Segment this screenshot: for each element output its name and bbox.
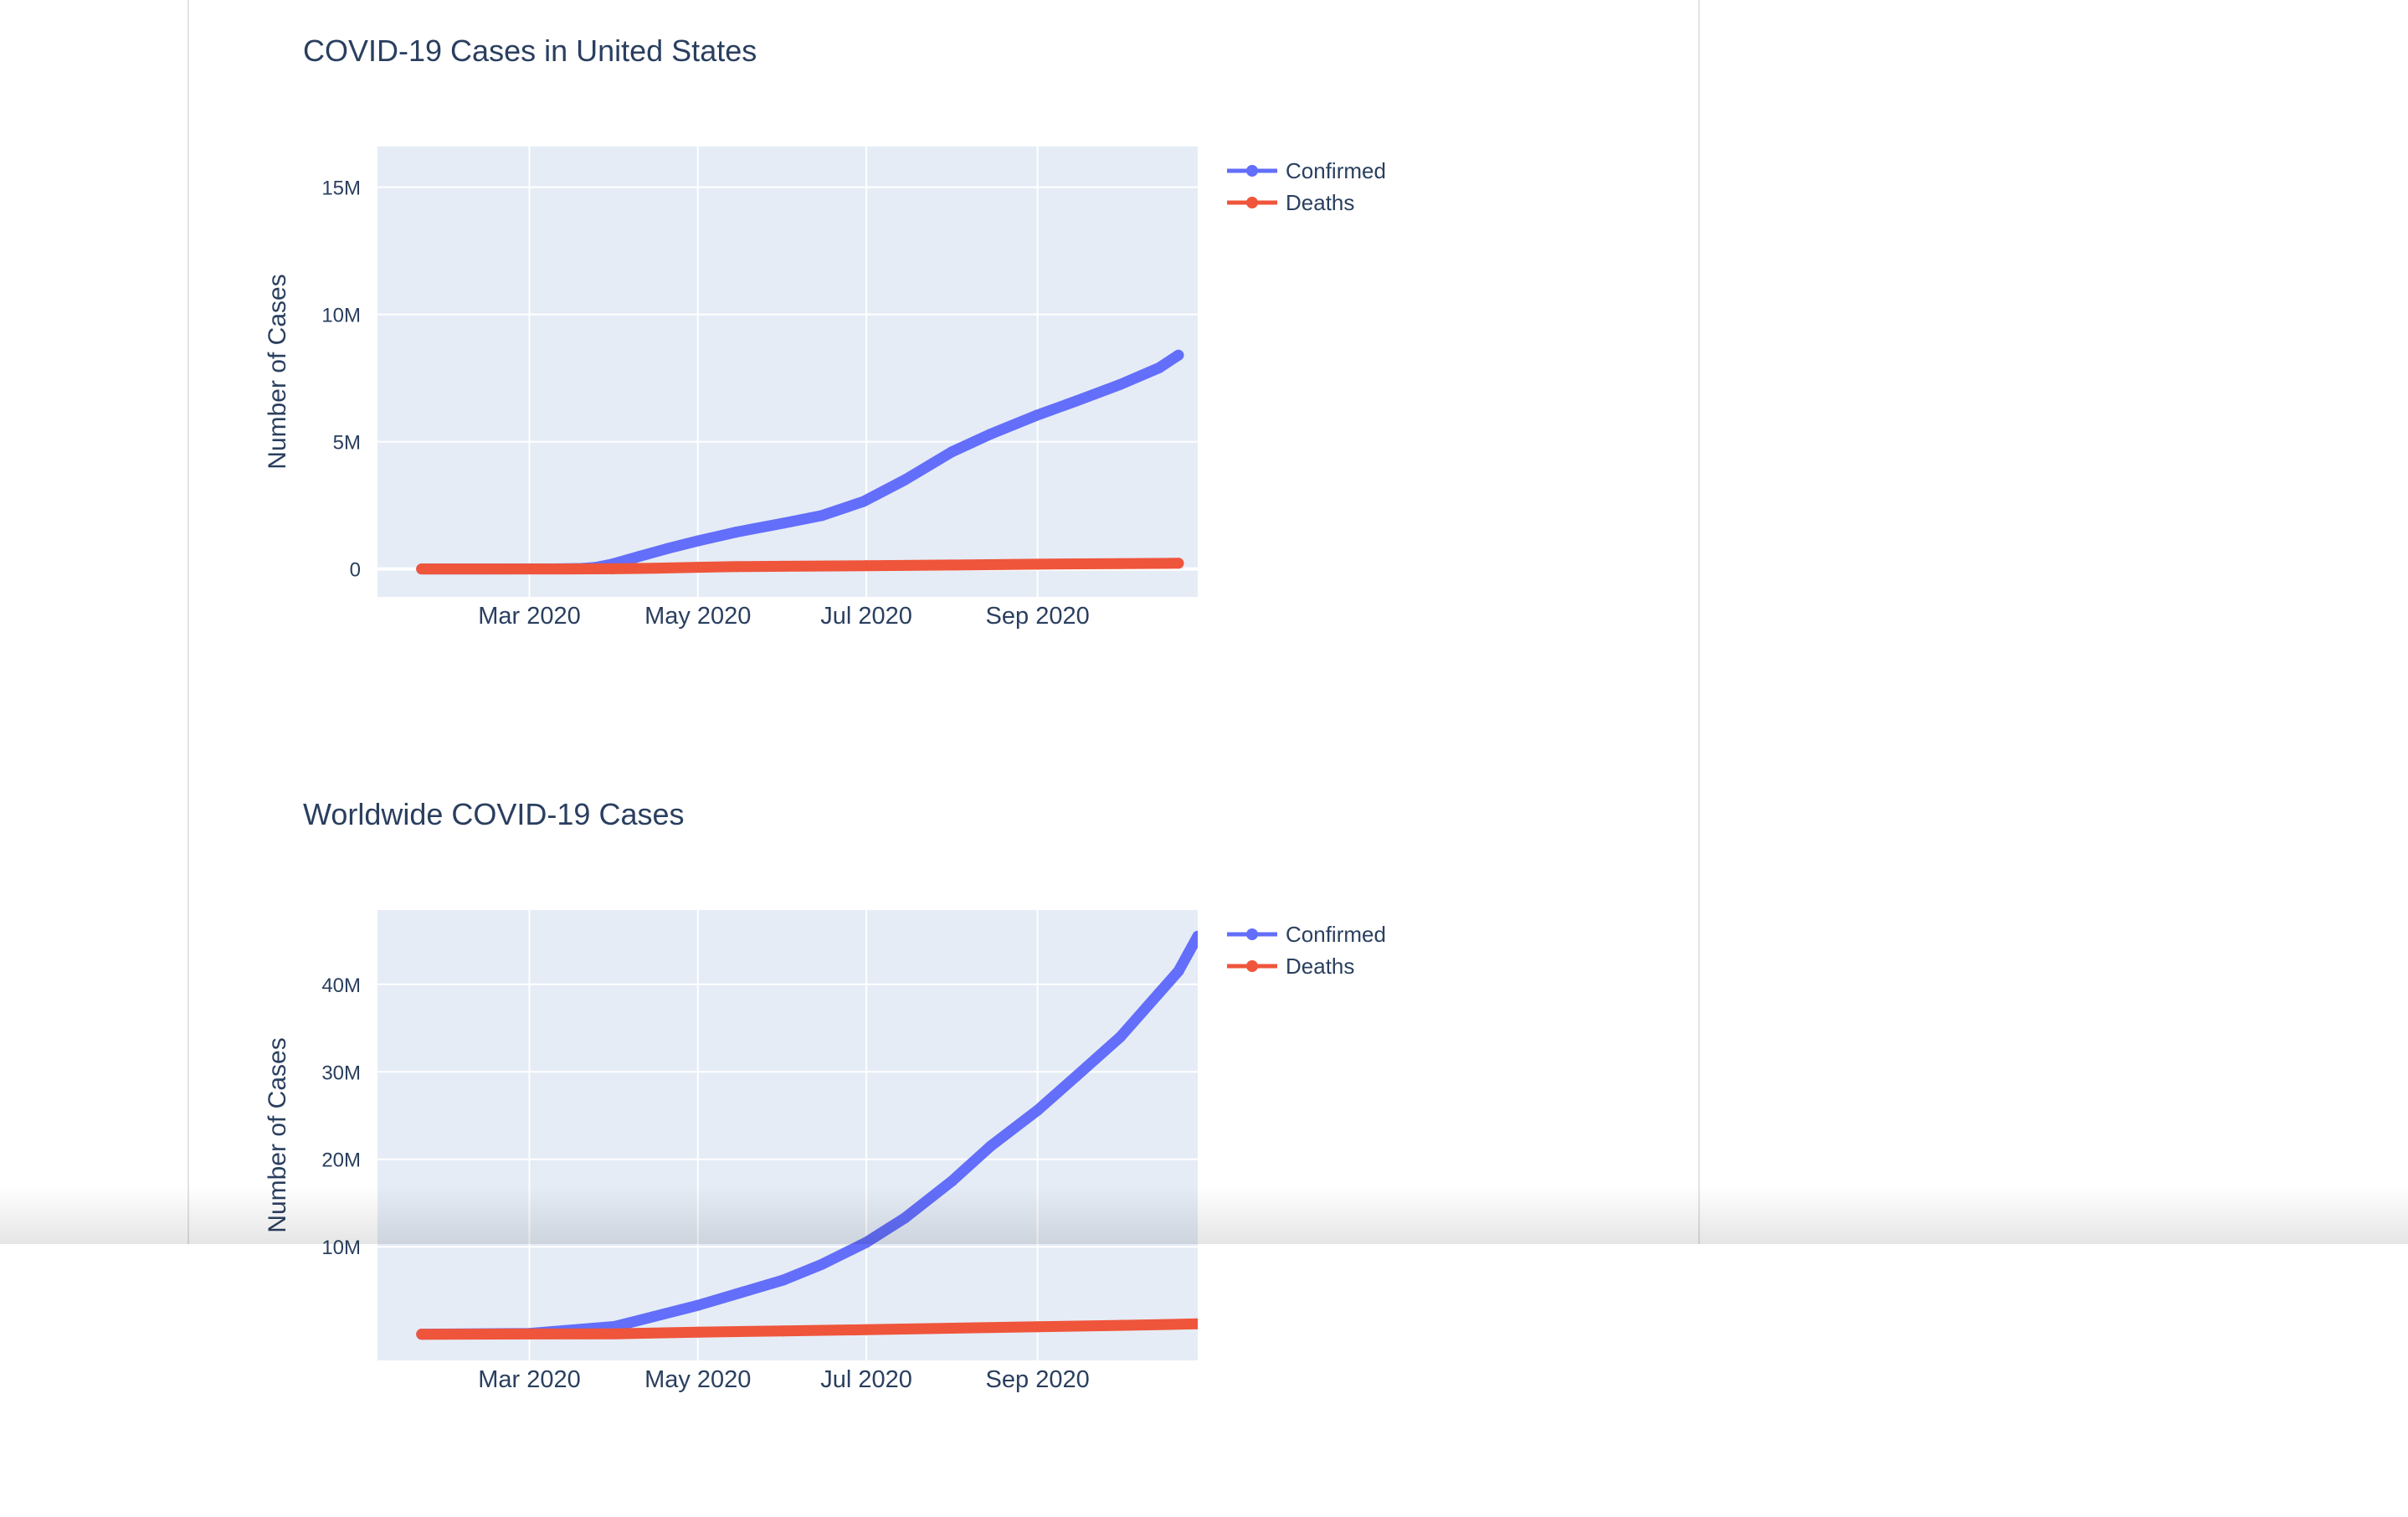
us-cases-chart: COVID-19 Cases in United States Mar 2020… — [189, 0, 1612, 753]
data-point[interactable] — [1071, 1070, 1082, 1082]
x-tick-label: Sep 2020 — [986, 603, 1090, 630]
y-tick-label: 20M — [321, 1149, 361, 1172]
data-point[interactable] — [416, 1329, 428, 1340]
x-tick-label: Mar 2020 — [478, 1366, 581, 1393]
series-line-deaths[interactable] — [416, 558, 1184, 575]
y-tick-label: 15M — [321, 177, 361, 200]
data-point[interactable] — [946, 559, 958, 571]
legend-label: Deaths — [1286, 190, 1354, 215]
data-point[interactable] — [1032, 1104, 1044, 1116]
y-axis-title: Number of Cases — [264, 274, 291, 469]
legend-marker — [1246, 165, 1258, 177]
data-point[interactable] — [609, 1328, 621, 1340]
series-group — [416, 349, 1184, 575]
x-tick-label: Mar 2020 — [478, 603, 581, 630]
x-tick-label: May 2020 — [644, 603, 751, 630]
legend-item-confirmed[interactable]: Confirmed — [1227, 922, 1386, 947]
data-point[interactable] — [1192, 930, 1204, 942]
data-point[interactable] — [562, 563, 574, 575]
x-tick-label: Jul 2020 — [820, 603, 912, 630]
data-point[interactable] — [985, 1140, 997, 1152]
data-point[interactable] — [1173, 558, 1184, 569]
data-point[interactable] — [946, 446, 958, 458]
data-point[interactable] — [634, 550, 645, 562]
data-point[interactable] — [661, 543, 673, 554]
data-point[interactable] — [1032, 409, 1044, 421]
data-point[interactable] — [860, 560, 872, 572]
chart-title: Worldwide COVID-19 Cases — [303, 797, 685, 831]
y-tick-label: 10M — [321, 1237, 361, 1259]
data-point[interactable] — [858, 496, 870, 507]
legend-label: Confirmed — [1286, 922, 1386, 947]
data-point[interactable] — [1192, 1318, 1204, 1329]
data-point[interactable] — [946, 1175, 958, 1187]
y-axis-title: Number of Cases — [264, 1037, 291, 1232]
legend-label: Deaths — [1286, 954, 1354, 979]
data-point[interactable] — [1071, 395, 1082, 407]
data-point[interactable] — [946, 1323, 958, 1334]
legend-item-deaths[interactable]: Deaths — [1227, 190, 1354, 215]
data-point[interactable] — [1032, 1321, 1044, 1333]
data-point[interactable] — [1032, 558, 1044, 570]
data-point[interactable] — [1173, 349, 1184, 361]
x-tick-label: Sep 2020 — [986, 1366, 1090, 1393]
data-point[interactable] — [731, 561, 742, 573]
data-point[interactable] — [1153, 987, 1165, 999]
data-point[interactable] — [692, 562, 704, 573]
data-point[interactable] — [985, 428, 997, 440]
chart-title: COVID-19 Cases in United States — [303, 33, 757, 68]
data-point[interactable] — [1115, 378, 1127, 390]
data-point[interactable] — [731, 526, 742, 537]
data-point[interactable] — [778, 517, 789, 529]
legend-marker — [1246, 960, 1258, 972]
legend-item-confirmed[interactable]: Confirmed — [1227, 158, 1386, 183]
data-point[interactable] — [778, 1325, 789, 1337]
data-point[interactable] — [648, 563, 660, 574]
data-point[interactable] — [1115, 1031, 1127, 1042]
data-point[interactable] — [1153, 362, 1165, 373]
data-point[interactable] — [860, 1237, 872, 1248]
data-point[interactable] — [606, 563, 618, 574]
x-tick-label: Jul 2020 — [820, 1366, 912, 1393]
plot-area[interactable] — [377, 147, 1198, 597]
data-point[interactable] — [778, 1274, 789, 1286]
notebook-output-panel: COVID-19 Cases in United States Mar 2020… — [187, 0, 1700, 1393]
y-tick-label: 5M — [333, 432, 361, 455]
data-point[interactable] — [1115, 1319, 1127, 1331]
legend-label: Confirmed — [1286, 158, 1386, 183]
data-point[interactable] — [692, 535, 704, 547]
legend-marker — [1246, 928, 1258, 940]
y-tick-label: 10M — [321, 305, 361, 327]
legend-item-deaths[interactable]: Deaths — [1227, 954, 1354, 979]
worldwide-cases-plot[interactable]: Mar 2020 May 2020 Jul 2020 Sep 2020 10M 20M 30… — [189, 764, 1612, 1517]
data-point[interactable] — [860, 1324, 872, 1335]
x-tick-label: May 2020 — [644, 1366, 751, 1393]
data-point[interactable] — [899, 1212, 911, 1224]
legend-marker — [1246, 197, 1258, 208]
y-tick-label: 40M — [321, 974, 361, 997]
data-point[interactable] — [816, 1258, 828, 1270]
data-point[interactable] — [692, 1326, 704, 1338]
y-tick-label: 30M — [321, 1062, 361, 1084]
y-tick-label: 0 — [350, 559, 361, 582]
worldwide-cases-chart: Worldwide COVID-19 Cases Mar 2020 May 202… — [189, 764, 1612, 1517]
data-point[interactable] — [778, 560, 789, 572]
data-point[interactable] — [816, 510, 828, 522]
plot-area[interactable] — [377, 910, 1198, 1360]
data-point[interactable] — [692, 1299, 704, 1311]
data-point[interactable] — [1115, 558, 1127, 569]
data-point[interactable] — [899, 474, 911, 486]
data-point[interactable] — [416, 563, 428, 575]
us-cases-plot[interactable]: Mar 2020 May 2020 Jul 2020 Sep 2020 0 5M 10M 15… — [189, 0, 1612, 753]
data-point[interactable] — [1173, 965, 1184, 977]
